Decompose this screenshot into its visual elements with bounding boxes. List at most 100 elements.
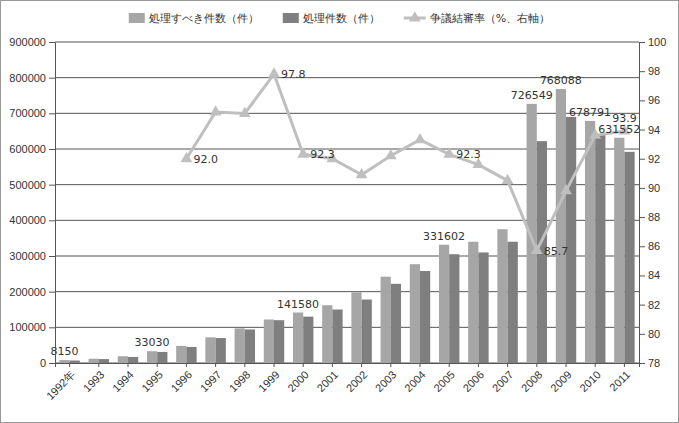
line [186, 74, 624, 251]
tick: 1992年 [44, 363, 78, 402]
tick-mark [274, 363, 275, 367]
tick-label: 86 [648, 240, 660, 252]
tick-label: 2001 [314, 368, 340, 394]
axis-line [55, 43, 56, 364]
tick-label: 1992年 [44, 368, 78, 402]
marker [560, 184, 572, 194]
legend-item: 処理件数（件） [283, 12, 380, 25]
bar [410, 264, 420, 363]
tick-mark [478, 363, 479, 367]
tick: 1995 [139, 363, 165, 394]
bar [497, 229, 507, 363]
grid-line [55, 327, 639, 328]
tick-mark [449, 363, 450, 367]
tick-mark [639, 334, 645, 335]
tick: 78 [639, 357, 660, 369]
tick-mark [639, 130, 645, 131]
bar [235, 328, 245, 363]
y-axis: 0100000200000300000400000500000600000700… [9, 36, 55, 369]
tick-mark [420, 363, 421, 367]
tick-mark [49, 42, 55, 43]
tick: 2005 [431, 363, 457, 394]
tick: 1996 [168, 363, 194, 394]
bar [176, 346, 186, 363]
bar [59, 360, 69, 363]
grid-line [55, 113, 639, 114]
marker [297, 148, 309, 158]
tick-mark [536, 363, 537, 367]
tick-label: 78 [648, 357, 660, 369]
tick-label: 200000 [9, 286, 46, 298]
tick-label: 2002 [344, 368, 370, 394]
bar [264, 319, 274, 363]
bar [362, 300, 372, 363]
marker [385, 149, 397, 159]
bar [70, 361, 80, 363]
tick: 2006 [460, 363, 486, 394]
tick-mark [639, 217, 645, 218]
data-label: 93.9 [612, 112, 637, 125]
tick-mark [186, 363, 187, 367]
bar [508, 242, 518, 363]
tick-mark [244, 363, 245, 367]
tick-mark [49, 149, 55, 150]
tick-label: 2007 [490, 368, 516, 394]
tick-label: 90 [648, 182, 660, 194]
tick-mark [639, 42, 645, 43]
marker [531, 244, 543, 254]
tick-label: 100000 [9, 321, 46, 333]
tick-label: 1995 [139, 368, 165, 394]
legend-swatch [283, 13, 299, 23]
bar [293, 313, 303, 363]
x-axis: 1992年19931994199519961997199819992000200… [44, 363, 640, 402]
tick: 88 [639, 211, 660, 223]
tick-mark [639, 188, 645, 189]
tick-mark [215, 363, 216, 367]
tick: 2010 [577, 363, 603, 394]
bar [99, 359, 109, 363]
tick: 90 [639, 182, 660, 194]
tick: 200000 [9, 286, 55, 298]
tick-mark [69, 363, 70, 367]
tick-mark [361, 363, 362, 367]
tick-label: 1998 [227, 368, 253, 394]
tick: 900000 [9, 36, 55, 48]
bar [322, 305, 332, 363]
frame [1, 1, 679, 423]
tick: 400000 [9, 214, 55, 226]
tick-mark [507, 363, 508, 367]
grid [55, 42, 639, 363]
tick: 700000 [9, 107, 55, 119]
tick-mark [303, 363, 304, 367]
grid-line [55, 184, 639, 185]
tick-label: 700000 [9, 107, 46, 119]
tick-label: 2011 [607, 368, 632, 393]
marker [210, 105, 222, 115]
tick-mark [332, 363, 333, 367]
tick: 86 [639, 240, 660, 252]
tick: 1997 [198, 363, 224, 394]
tick: 2004 [402, 363, 428, 394]
tick-mark [49, 185, 55, 186]
bar [245, 329, 255, 363]
tick-label: 500000 [9, 179, 46, 191]
data-label: 768088 [540, 74, 582, 87]
bar [351, 292, 361, 363]
axis-line [639, 43, 640, 364]
tick-label: 400000 [9, 214, 46, 226]
tick-label: 1994 [110, 368, 136, 394]
tick-label: 84 [648, 269, 660, 281]
legend-swatch [129, 13, 145, 23]
tick-mark [49, 327, 55, 328]
tick: 2007 [490, 363, 516, 394]
legend-item: 処理すべき件数（件） [129, 12, 259, 25]
tick-label: 1999 [256, 368, 282, 394]
marker [239, 107, 251, 117]
bar [303, 317, 313, 363]
tick: 300000 [9, 250, 55, 262]
tick-mark [49, 220, 55, 221]
tick: 84 [639, 269, 660, 281]
bar [614, 138, 624, 363]
bar [439, 245, 449, 363]
tick-label: 2000 [285, 368, 311, 394]
